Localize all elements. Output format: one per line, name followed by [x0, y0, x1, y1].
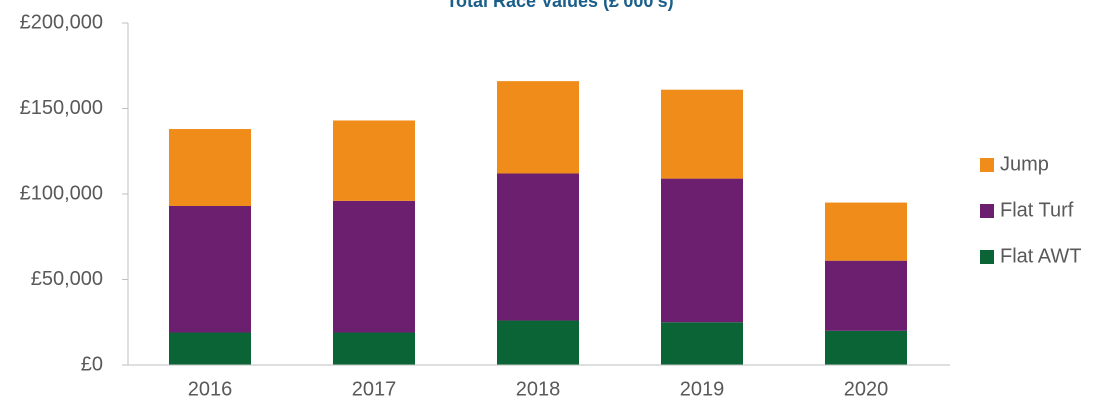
- legend-swatch: [980, 204, 994, 218]
- legend-label: Flat Turf: [1000, 199, 1074, 221]
- bar-segment: [169, 332, 251, 365]
- legend-label: Flat AWT: [1000, 245, 1081, 267]
- y-tick-label: £100,000: [20, 182, 103, 204]
- bar-segment: [825, 202, 907, 261]
- y-tick-label: £200,000: [20, 11, 103, 33]
- x-tick-label: 2020: [844, 378, 889, 400]
- bar-segment: [333, 120, 415, 201]
- y-tick-label: £0: [81, 353, 103, 375]
- legend-label: Jump: [1000, 153, 1049, 175]
- y-tick-label: £50,000: [31, 268, 103, 290]
- y-tick-label: £150,000: [20, 97, 103, 119]
- legend-swatch: [980, 250, 994, 264]
- bar-segment: [661, 89, 743, 179]
- bar-segment: [333, 200, 415, 333]
- x-tick-label: 2018: [516, 378, 561, 400]
- bar-segment: [825, 330, 907, 365]
- x-tick-label: 2016: [188, 378, 233, 400]
- bar-segment: [825, 260, 907, 331]
- bar-segment: [169, 129, 251, 206]
- bar-segment: [497, 320, 579, 365]
- legend-swatch: [980, 158, 994, 172]
- bar-segment: [497, 81, 579, 174]
- bar-segment: [661, 322, 743, 365]
- bar-segment: [497, 173, 579, 321]
- x-tick-label: 2019: [680, 378, 725, 400]
- bar-segment: [333, 332, 415, 365]
- bar-segment: [169, 205, 251, 333]
- bar-segment: [661, 178, 743, 323]
- x-tick-label: 2017: [352, 378, 397, 400]
- chart-title: Total Race Values (£'000's): [446, 0, 673, 11]
